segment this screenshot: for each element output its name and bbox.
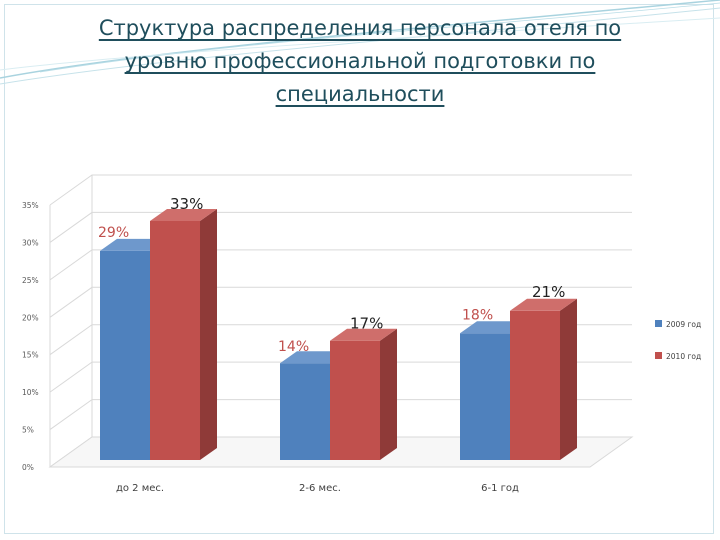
y-tick-label: 35% <box>22 201 39 210</box>
bar <box>150 220 200 460</box>
legend-label: 2010 год <box>666 352 701 361</box>
slide-frame <box>4 4 714 534</box>
y-tick-label: 20% <box>22 313 39 322</box>
x-tick-label: 2-6 мес. <box>299 483 341 494</box>
legend-swatch <box>655 352 662 359</box>
data-label: 29% <box>98 225 129 241</box>
page-title: Структура распределения персонала отеля … <box>98 16 622 106</box>
bar <box>510 310 560 460</box>
data-label: 33% <box>170 195 203 213</box>
bar <box>460 333 510 460</box>
bar-top <box>510 298 577 311</box>
decorative-swoosh <box>0 0 720 85</box>
y-tick-label: 25% <box>22 276 39 285</box>
legend-swatch <box>655 320 662 327</box>
bar <box>280 363 330 460</box>
legend-label: 2009 год <box>666 320 701 329</box>
y-tick-label: 10% <box>22 388 39 397</box>
bar-top <box>150 208 217 221</box>
data-label: 21% <box>532 283 565 301</box>
y-tick-label: 15% <box>22 351 39 360</box>
bar-side <box>560 298 577 460</box>
bar <box>100 250 150 460</box>
y-tick-label: 0% <box>22 463 34 472</box>
bar-top <box>330 328 397 341</box>
gridline <box>49 211 632 243</box>
x-tick-label: 6-1 год <box>481 483 519 494</box>
data-label: 18% <box>462 307 493 323</box>
gridline <box>49 174 632 206</box>
data-label: 14% <box>278 339 309 355</box>
x-tick-label: до 2 мес. <box>116 483 164 494</box>
data-label: 17% <box>350 315 383 333</box>
bar-side <box>380 328 397 460</box>
y-tick-label: 30% <box>22 238 39 247</box>
y-tick-label: 5% <box>22 426 34 435</box>
bar <box>330 340 380 460</box>
bar-side <box>200 208 217 460</box>
